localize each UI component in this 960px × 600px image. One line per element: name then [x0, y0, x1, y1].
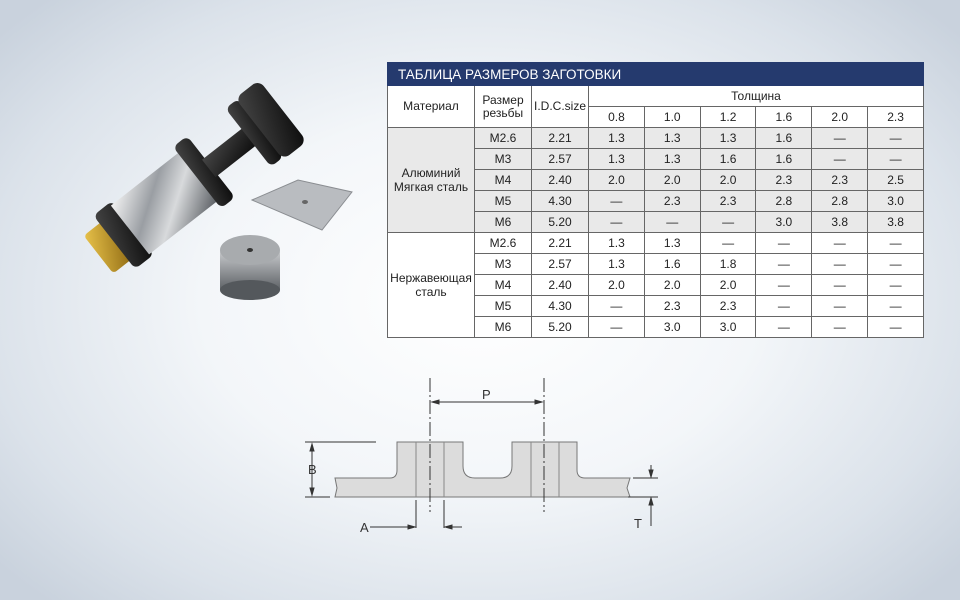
thickness-value-cell: 1.3	[588, 232, 645, 254]
thickness-value-cell: —	[811, 316, 869, 338]
label-b: B	[308, 462, 317, 477]
die-part	[220, 235, 280, 300]
thickness-value-cell: —	[588, 316, 645, 338]
table-row: Нержавеющая сталь M2.6 2.21 1.3 1.3— — — —	[387, 232, 924, 338]
thickness-header-0.8: 0.8	[588, 106, 645, 128]
thickness-value-cell: 2.0	[588, 169, 645, 191]
table-row: M6 5.20—3.0 3.0— — —	[388, 316, 924, 338]
idc-cell: 4.30	[531, 295, 589, 317]
thickness-value-cell: —	[699, 232, 757, 254]
thickness-value-cell: —	[755, 316, 813, 338]
table-row: M4 2.40 2.0 2.0 2.0 2.3 2.3 2.5	[388, 169, 924, 191]
thickness-value-cell: —	[811, 253, 869, 275]
sheet-plate	[250, 179, 353, 231]
thickness-value-cell: —	[588, 295, 645, 317]
profile-shape	[334, 441, 631, 498]
idc-cell: 4.30	[531, 190, 589, 212]
thickness-value-cell: 1.3	[643, 127, 701, 149]
idc-cell: 5.20	[531, 211, 589, 233]
thickness-value-cell: 1.6	[643, 253, 701, 275]
label-a: A	[360, 520, 369, 535]
thickness-value-cell: —	[867, 253, 924, 275]
thread-size-cell: M6	[474, 316, 532, 338]
thickness-value-cell: —	[811, 127, 869, 149]
thickness-value-cell: —	[699, 211, 757, 233]
thickness-value-cell: 3.0	[755, 211, 813, 233]
thickness-value-cell: 2.8	[755, 190, 813, 212]
product-image	[85, 83, 353, 300]
thickness-value-cell: 3.0	[867, 190, 924, 212]
material-line1: Алюминий	[401, 166, 461, 180]
material-line2: Мягкая сталь	[393, 180, 469, 194]
thickness-value-cell: —	[867, 232, 924, 254]
thickness-value-cell: —	[755, 274, 813, 296]
thickness-value-cell: 2.0	[699, 169, 757, 191]
header-thickness: Толщина	[588, 85, 924, 107]
thickness-value-cell: 3.0	[643, 316, 701, 338]
thickness-value-cell: 1.6	[699, 148, 757, 170]
label-p: P	[482, 387, 491, 402]
thickness-value-cell: 2.3	[699, 190, 757, 212]
blank-size-table: ТАБЛИЦА РАЗМЕРОВ ЗАГОТОВКИ Материал Разм…	[387, 62, 924, 338]
thread-size-cell: M4	[474, 169, 532, 191]
thickness-value-cell: 2.3	[643, 190, 701, 212]
thickness-value-cell: —	[867, 127, 924, 149]
material-cell: Нержавеющая сталь	[387, 232, 475, 338]
thickness-value-cell: —	[811, 148, 869, 170]
thickness-value-cell: 1.3	[588, 127, 645, 149]
thickness-value-cell: 3.0	[699, 316, 757, 338]
table-row: Алюминий Мягкая сталь M2.6 2.21 1.3 1.3 1.3 1.6…	[387, 127, 924, 233]
header-idc: I.D.C.size	[531, 85, 589, 128]
table-row: M5 4.30—2.3 2.3 2.8 2.8 3.0	[388, 190, 924, 212]
thread-size-cell: M2.6	[474, 232, 532, 254]
idc-cell: 5.20	[531, 316, 589, 338]
punch-tool	[85, 83, 304, 272]
thickness-value-cell: —	[643, 211, 701, 233]
idc-cell: 2.57	[531, 148, 589, 170]
table-row: M5 4.30—2.3 2.3— — —	[388, 295, 924, 317]
header-thread-size: Размер резьбы	[474, 85, 532, 128]
thickness-value-cell: —	[867, 316, 924, 338]
thickness-value-cell: 3.8	[867, 211, 924, 233]
material-line1: Нержавеющая	[390, 271, 472, 285]
thickness-value-cell: 1.3	[643, 148, 701, 170]
header-thread-size-line2: резьбы	[482, 105, 524, 120]
table-row: M4 2.40 2.0 2.0 2.0— — —	[388, 274, 924, 296]
thickness-value-cell: 2.0	[643, 274, 701, 296]
thickness-value-cell: 1.8	[699, 253, 757, 275]
idc-cell: 2.21	[531, 127, 589, 149]
header-thread-size-line1: Размер	[482, 92, 524, 107]
material-line2: сталь	[415, 285, 447, 299]
thickness-value-cell: 1.3	[699, 127, 757, 149]
label-t: T	[634, 516, 642, 531]
thickness-value-cell: 2.8	[811, 190, 869, 212]
idc-cell: 2.40	[531, 169, 589, 191]
material-cell: Алюминий Мягкая сталь	[387, 127, 475, 233]
